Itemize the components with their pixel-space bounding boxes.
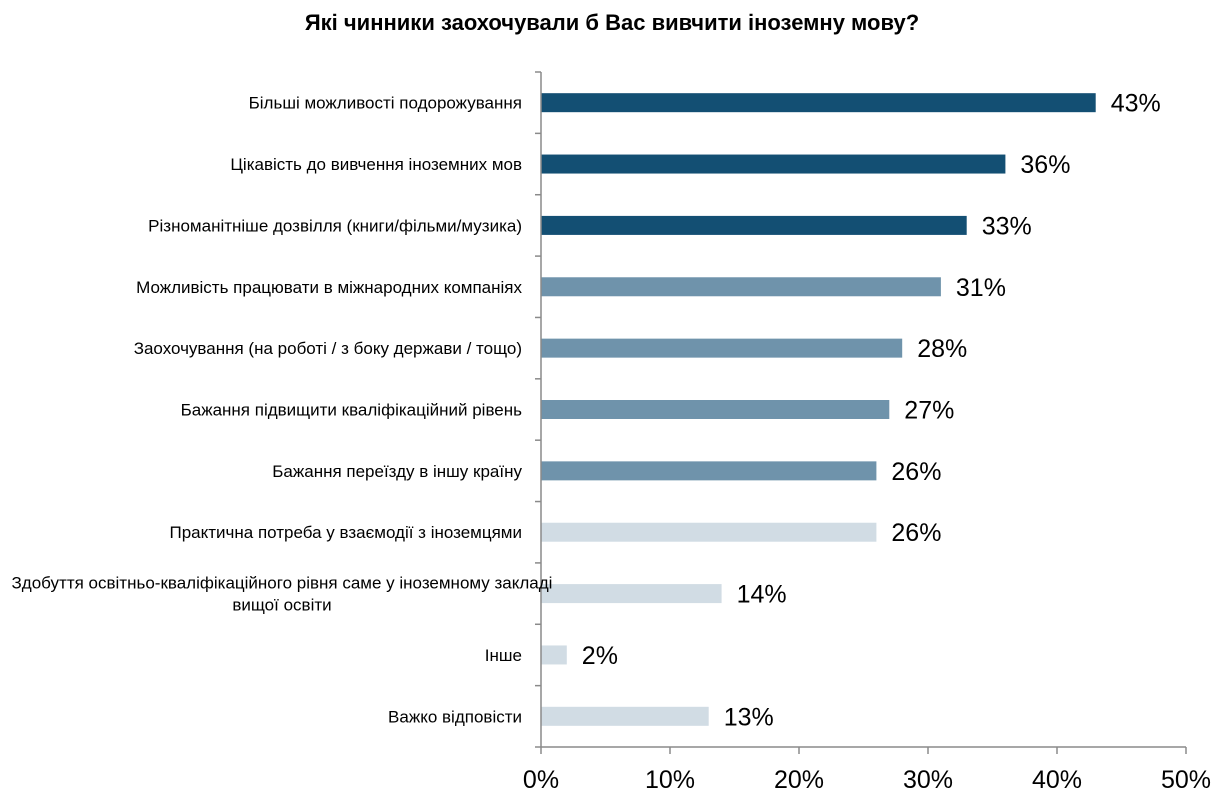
category-label: Цікавість до вивчення іноземних мов bbox=[230, 155, 522, 174]
axes-group bbox=[535, 71, 1187, 754]
category-label: Здобуття освітньо-кваліфікаційного рівня… bbox=[12, 574, 553, 615]
data-label: 28% bbox=[917, 335, 967, 363]
data-label: 27% bbox=[904, 397, 954, 425]
category-label: Більші можливості подорожування bbox=[249, 94, 522, 113]
bar bbox=[541, 338, 903, 358]
category-label: Заохочування (на роботі / з боку держави… bbox=[134, 339, 522, 358]
category-label: Бажання підвищити кваліфікаційний рівень bbox=[181, 401, 523, 420]
x-tick-label: 40% bbox=[1032, 766, 1082, 794]
bar bbox=[541, 154, 1006, 174]
data-label: 26% bbox=[891, 458, 941, 486]
data-label: 13% bbox=[724, 703, 774, 731]
category-label: Бажання переїзду в іншу країну bbox=[272, 462, 522, 481]
category-label: Інше bbox=[485, 646, 522, 665]
category-label: Практична потреба у взаємодії з іноземця… bbox=[170, 523, 523, 542]
data-label: 36% bbox=[1020, 151, 1070, 179]
data-label: 43% bbox=[1111, 90, 1161, 118]
data-label: 26% bbox=[891, 519, 941, 547]
data-label: 33% bbox=[982, 212, 1032, 240]
category-label: Важко відповісти bbox=[388, 707, 522, 726]
bar bbox=[541, 706, 709, 726]
category-label: Різноманітніше дозвілля (книги/фільми/му… bbox=[148, 216, 522, 235]
data-label: 31% bbox=[956, 274, 1006, 302]
bar bbox=[541, 461, 877, 481]
x-tick-label: 10% bbox=[645, 766, 695, 794]
bars-group bbox=[541, 93, 1096, 726]
bar bbox=[541, 522, 877, 542]
x-tick-label: 0% bbox=[523, 766, 559, 794]
x-tick-label: 20% bbox=[774, 766, 824, 794]
category-label: Можливість працювати в міжнародних компа… bbox=[136, 278, 522, 297]
chart-title: Які чинники заохочували б Вас вивчити ін… bbox=[304, 10, 920, 35]
bar bbox=[541, 400, 890, 419]
bar bbox=[541, 277, 941, 297]
data-label: 2% bbox=[582, 642, 618, 670]
bar bbox=[541, 584, 722, 604]
bar bbox=[541, 93, 1096, 113]
bar bbox=[541, 645, 567, 665]
data-label: 14% bbox=[737, 581, 787, 609]
x-tick-label: 30% bbox=[903, 766, 953, 794]
bar bbox=[541, 215, 967, 235]
labels-group: 43% Більші можливості подорожування 36% Цік… bbox=[12, 90, 1211, 794]
x-tick-label: 50% bbox=[1161, 766, 1211, 794]
